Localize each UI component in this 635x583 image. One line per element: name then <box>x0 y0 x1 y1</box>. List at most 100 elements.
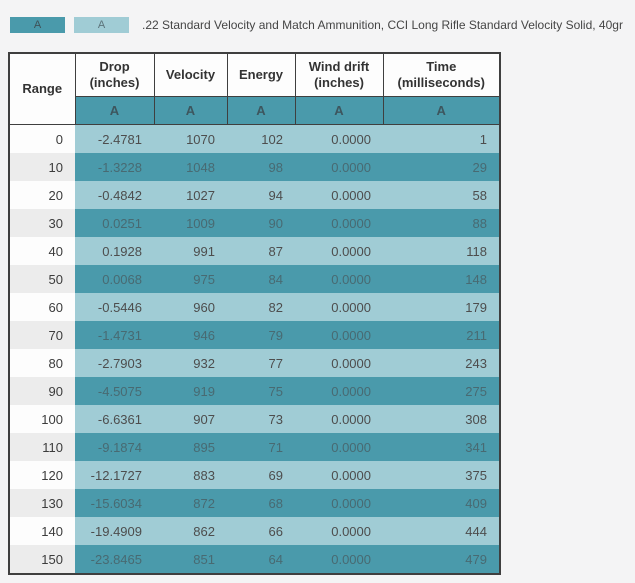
header-wind-drift: Wind drift (inches) <box>294 52 384 97</box>
value-cell: 82 <box>227 293 295 321</box>
value-cell: -12.1727 <box>75 461 154 489</box>
value-cell: 872 <box>154 489 227 517</box>
value-cell: -1.4731 <box>75 321 154 349</box>
range-cell: 60 <box>9 293 75 321</box>
table-row: 110 -9.1874 895 71 0.0000 341 <box>9 433 500 461</box>
value-cell: 851 <box>154 545 227 574</box>
value-cell: -2.4781 <box>75 124 154 153</box>
value-cell: 0.0000 <box>295 377 383 405</box>
value-cell: 0.0000 <box>295 461 383 489</box>
range-cell: 20 <box>9 181 75 209</box>
value-cell: 1070 <box>154 124 227 153</box>
legend-label: .22 Standard Velocity and Match Ammuniti… <box>142 18 623 32</box>
value-cell: 179 <box>383 293 500 321</box>
table-row: 120 -12.1727 883 69 0.0000 375 <box>9 461 500 489</box>
series-subheader-row: A A A A A <box>9 96 501 125</box>
value-cell: 90 <box>227 209 295 237</box>
header-range: Range <box>8 52 76 125</box>
value-cell: 148 <box>383 265 500 293</box>
value-cell: 0.0000 <box>295 237 383 265</box>
value-cell: 0.0000 <box>295 124 383 153</box>
value-cell: 1048 <box>154 153 227 181</box>
range-cell: 140 <box>9 517 75 545</box>
range-cell: 100 <box>9 405 75 433</box>
ballistics-table: Range Drop (inches) Velocity Energy Wind… <box>8 52 501 575</box>
value-cell: 883 <box>154 461 227 489</box>
value-cell: 75 <box>227 377 295 405</box>
value-cell: -6.6361 <box>75 405 154 433</box>
series-label-energy: A <box>226 96 296 125</box>
value-cell: 0.0000 <box>295 489 383 517</box>
value-cell: -1.3228 <box>75 153 154 181</box>
value-cell: 479 <box>383 545 500 574</box>
value-cell: 64 <box>227 545 295 574</box>
value-cell: 0.0000 <box>295 321 383 349</box>
value-cell: 960 <box>154 293 227 321</box>
value-cell: 308 <box>383 405 500 433</box>
value-cell: 71 <box>227 433 295 461</box>
range-cell: 40 <box>9 237 75 265</box>
table-row: 50 0.0068 975 84 0.0000 148 <box>9 265 500 293</box>
value-cell: 0.0000 <box>295 433 383 461</box>
value-cell: 1 <box>383 124 500 153</box>
value-cell: 0.0000 <box>295 517 383 545</box>
legend-swatch-a-light: A <box>74 17 129 33</box>
range-cell: 110 <box>9 433 75 461</box>
value-cell: 68 <box>227 489 295 517</box>
table-row: 80 -2.7903 932 77 0.0000 243 <box>9 349 500 377</box>
value-cell: 84 <box>227 265 295 293</box>
series-label-wind-drift: A <box>294 96 384 125</box>
value-cell: 118 <box>383 237 500 265</box>
value-cell: 895 <box>154 433 227 461</box>
legend: A A .22 Standard Velocity and Match Ammu… <box>0 0 635 33</box>
value-cell: 1009 <box>154 209 227 237</box>
value-cell: 907 <box>154 405 227 433</box>
value-cell: 932 <box>154 349 227 377</box>
value-cell: 0.0068 <box>75 265 154 293</box>
value-cell: -2.7903 <box>75 349 154 377</box>
series-label-velocity: A <box>153 96 228 125</box>
value-cell: -9.1874 <box>75 433 154 461</box>
value-cell: 946 <box>154 321 227 349</box>
range-cell: 120 <box>9 461 75 489</box>
value-cell: -19.4909 <box>75 517 154 545</box>
value-cell: -0.5446 <box>75 293 154 321</box>
value-cell: 375 <box>383 461 500 489</box>
header-velocity: Velocity <box>153 52 228 97</box>
table-row: 60 -0.5446 960 82 0.0000 179 <box>9 293 500 321</box>
table-row: 40 0.1928 991 87 0.0000 118 <box>9 237 500 265</box>
value-cell: 444 <box>383 517 500 545</box>
table-row: 30 0.0251 1009 90 0.0000 88 <box>9 209 500 237</box>
value-cell: 66 <box>227 517 295 545</box>
range-cell: 70 <box>9 321 75 349</box>
value-cell: -0.4842 <box>75 181 154 209</box>
value-cell: 29 <box>383 153 500 181</box>
value-cell: 0.0000 <box>295 349 383 377</box>
table-row: 20 -0.4842 1027 94 0.0000 58 <box>9 181 500 209</box>
table-header: Range Drop (inches) Velocity Energy Wind… <box>8 52 501 125</box>
table-row: 130 -15.6034 872 68 0.0000 409 <box>9 489 500 517</box>
value-cell: 1027 <box>154 181 227 209</box>
value-cell: 0.0000 <box>295 209 383 237</box>
value-cell: 991 <box>154 237 227 265</box>
range-cell: 130 <box>9 489 75 517</box>
range-cell: 0 <box>9 124 75 153</box>
value-cell: 0.0000 <box>295 181 383 209</box>
value-cell: 88 <box>383 209 500 237</box>
value-cell: 77 <box>227 349 295 377</box>
header-energy: Energy <box>226 52 296 97</box>
value-cell: 243 <box>383 349 500 377</box>
table-row: 100 -6.6361 907 73 0.0000 308 <box>9 405 500 433</box>
value-cell: -4.5075 <box>75 377 154 405</box>
value-cell: 79 <box>227 321 295 349</box>
range-cell: 10 <box>9 153 75 181</box>
table-body: 0 -2.4781 1070 102 0.0000 1 10 -1.3228 1048 98 0.0… <box>9 124 500 574</box>
value-cell: 94 <box>227 181 295 209</box>
value-cell: 0.0000 <box>295 293 383 321</box>
table-row: 10 -1.3228 1048 98 0.0000 29 <box>9 153 500 181</box>
value-cell: 211 <box>383 321 500 349</box>
value-cell: 69 <box>227 461 295 489</box>
table-row: 90 -4.5075 919 75 0.0000 275 <box>9 377 500 405</box>
value-cell: 0.0000 <box>295 153 383 181</box>
range-cell: 80 <box>9 349 75 377</box>
